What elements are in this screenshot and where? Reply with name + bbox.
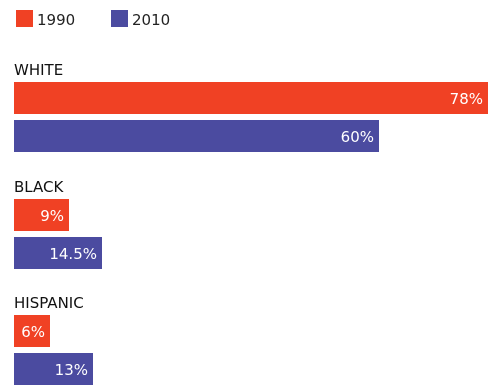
legend-swatch-1990: [16, 10, 33, 27]
category-label: HISPANIC: [14, 294, 84, 312]
legend-label-2010: 2010: [132, 11, 170, 29]
bar-2010-black: [14, 237, 102, 269]
data-label: 6%: [21, 323, 45, 341]
category-label: BLACK: [14, 178, 64, 196]
data-label: 78%: [450, 90, 483, 108]
bar-1990-hispanic: [14, 315, 50, 347]
data-label: 13%: [55, 361, 88, 379]
data-label: 60%: [341, 128, 374, 146]
bar-group-black: BLACK 9% 14.5%: [14, 178, 102, 269]
bar-2010-hispanic: [14, 353, 93, 385]
legend-label-1990: 1990: [37, 11, 75, 29]
data-label: 9%: [40, 207, 64, 225]
legend: 1990 2010: [16, 10, 170, 29]
bar-groups: WHITE 78% 60% BLACK 9% 14.5% HISPANIC 6% 13%: [14, 61, 488, 385]
legend-swatch-2010: [111, 10, 128, 27]
data-label: 14.5%: [49, 245, 97, 263]
bar-1990-white: [14, 82, 488, 114]
bar-1990-black: [14, 199, 69, 231]
category-label: WHITE: [14, 61, 63, 79]
bar-group-white: WHITE 78% 60%: [14, 61, 488, 152]
bar-group-hispanic: HISPANIC 6% 13%: [14, 294, 93, 385]
bar-2010-white: [14, 120, 379, 152]
